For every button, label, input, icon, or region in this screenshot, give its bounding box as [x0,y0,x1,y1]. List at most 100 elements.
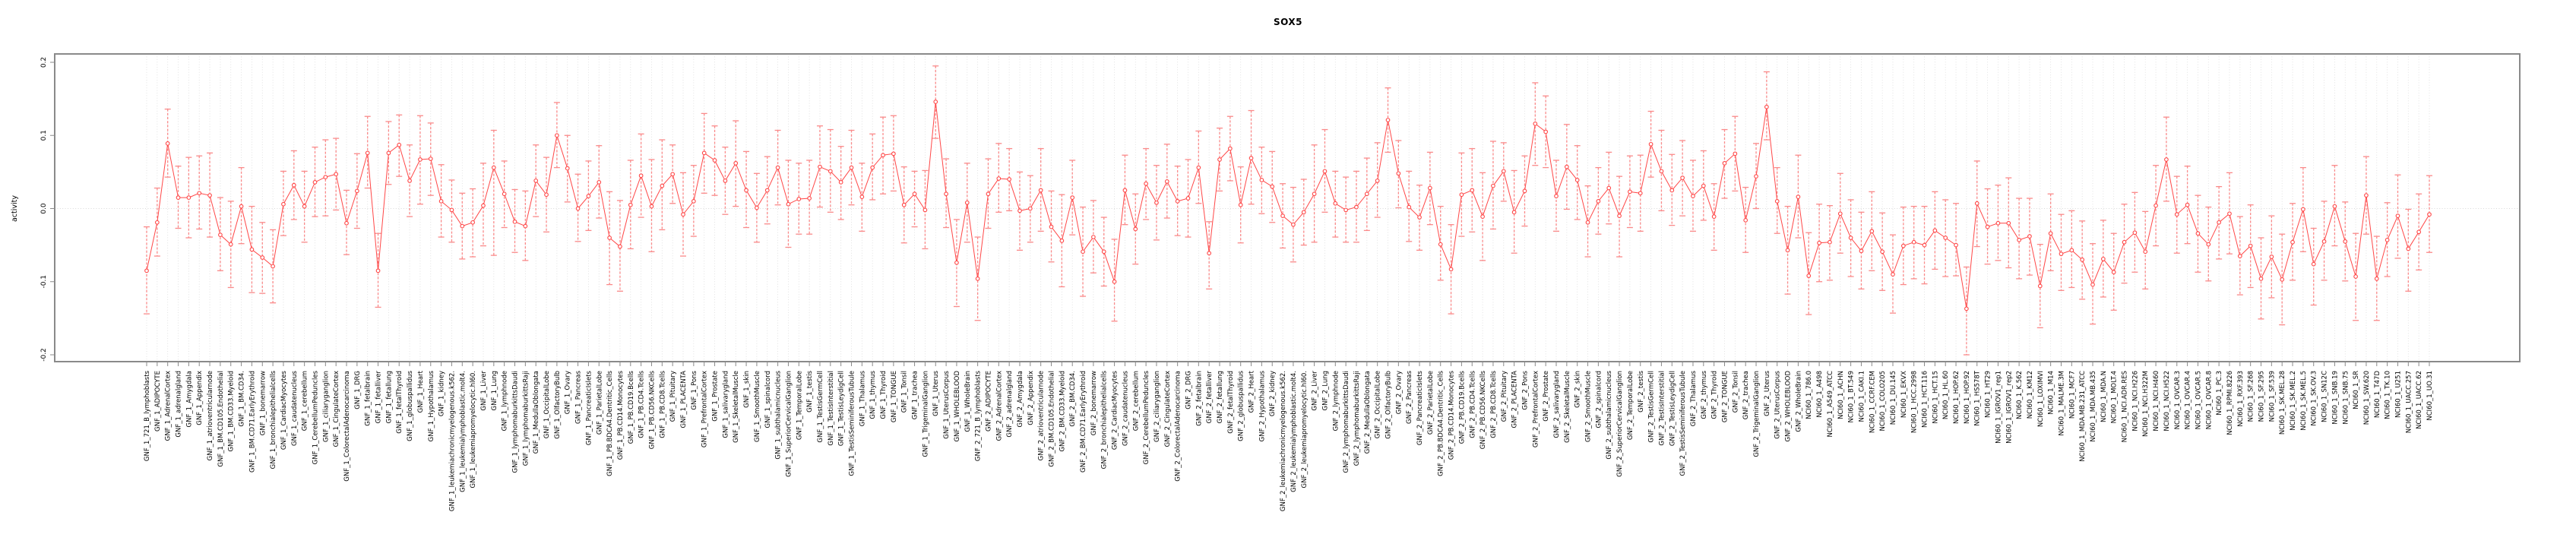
data-point [1995,220,2001,226]
data-point [2111,270,2116,275]
x-tick-label: GNF_1_leukemiapromyelocytic.hl60. [470,371,477,488]
data-point [291,182,296,188]
x-tick-label: NCI60_1_786.0 [1805,371,1813,419]
x-tick-label: GNF_2_globuspallidus [1238,370,1245,441]
data-point [1743,218,1748,223]
data-point [944,191,948,197]
x-tick-label: GNF_1_Pons [691,370,698,409]
x-tick-label: GNF_1_TestisInterstitial [828,371,835,446]
x-tick-label: GNF_2_PLACENTA [1511,371,1519,428]
x-tick-label: GNF_2_atrioventricularnode [1038,371,1046,460]
data-point [470,220,475,225]
data-point [1900,243,1906,248]
data-point [1027,206,1033,211]
x-tick-label: GNF_2_Amygdala [1017,371,1024,427]
x-tick-label: GNF_2_fetalliver [1206,371,1214,424]
x-tick-label: GNF_1_BM.CD33.Myeloid [228,371,236,452]
y-tick-label: -0.2 [40,348,48,362]
data-point [859,194,865,199]
data-point [2206,242,2211,247]
data-point [1354,204,1359,210]
data-point [1448,267,1454,272]
x-tick-label: NCI60_1_NCI.ADR.RES [2122,371,2129,442]
data-point [607,236,612,240]
data-point [775,165,780,170]
x-tick-label: GNF_1_kidney [438,371,446,416]
data-point [523,223,528,229]
data-point [2269,255,2274,259]
data-point [681,212,685,217]
x-tick-label: GNF_1_fetalliver [375,371,383,424]
x-tick-label: GNF_2_PB.CD8.Tcells [1490,370,1498,438]
x-tick-label: GNF_1_cerebellum [302,371,309,431]
x-tick-label: NCI60_1_SR [2353,371,2360,409]
data-point [2037,283,2043,289]
x-tick-label: GNF_1_trachea [912,371,919,419]
x-tick-label: GNF_1_testis [806,370,814,412]
data-point [1922,242,1927,248]
x-tick-label: GNF_2_Hypothalamus [1258,370,1266,441]
data-point [2301,207,2305,212]
data-point [555,133,559,138]
x-tick-label: GNF_2_721_B_lymphoblasts [975,370,983,461]
data-point [2059,251,2064,257]
x-tick-label: NCI60_1_SW.620 [2363,371,2371,425]
data-point [1869,229,1875,234]
x-tick-label: GNF_2_BM.CD71.EarlyErythroid [1080,371,1087,473]
data-point [1364,191,1369,197]
x-tick-label: GNF_1_PB.BDCA4.Dentritic_Cells [606,370,614,476]
x-tick-label: NCI60_1_M14 [2048,371,2055,415]
data-point [660,183,665,188]
x-tick-label: GNF_1_UterusCorpus [943,370,951,438]
data-point [1322,169,1328,174]
x-tick-label: NCI60_1_A549_ATCC [1827,371,1834,438]
x-tick-label: GNF_1_lymphomaburkittsDaudi [512,371,520,473]
data-point [144,268,149,274]
x-tick-label: GNF_1_lymphnode [502,371,509,431]
x-tick-label: NCI60_1_U251 [2394,371,2402,418]
data-point [1259,178,1264,182]
data-point [1459,192,1464,198]
data-point [355,188,359,194]
x-tick-label: GNF_2_testis [1638,370,1645,412]
x-tick-label: GNF_1_Thalamus [859,370,866,426]
x-tick-label: NCI60_1_COLO205 [1879,371,1887,432]
x-tick-label: NCI60_1_UACC.62 [2416,371,2423,429]
data-point [260,255,265,260]
x-tick-label: NCI60_1_HCT.116 [1922,371,1929,428]
data-point [1522,188,1527,194]
data-point [397,142,402,147]
x-tick-label: GNF_2_trachea [1742,371,1750,419]
data-point [1301,210,1306,215]
data-point [154,220,160,225]
x-tick-label: NCI60_1_SF.295 [2258,371,2266,422]
data-point [575,206,581,211]
data-point [1848,236,1853,240]
x-tick-label: GNF_1_bonemarrow [259,371,267,435]
x-tick-label: GNF_2_kidney [1269,371,1277,416]
data-point [1932,228,1938,233]
x-tick-label: GNF_2_PB.CD19.Bcells [1458,370,1466,444]
x-tick-label: NCI60_1_NCI.H226 [2131,371,2139,432]
data-point [2332,204,2337,209]
chart-title: SOX5 [1273,17,1303,27]
data-point [1701,183,1706,188]
x-tick-label: NCI60_1_EKVX [1900,371,1908,418]
x-tick-label: GNF_2_leukemialymphoblastic.molt4. [1290,371,1298,492]
x-tick-label: NCI60_1_RXF.393 [2237,371,2245,427]
data-point [2069,248,2074,253]
x-tick-label: NCI60_1_CAKI.1 [1858,371,1866,422]
data-point [649,204,654,209]
x-tick-label: NCI60_1_LOXIMVI [2037,371,2045,427]
data-point [870,165,875,170]
data-point [1974,201,1979,206]
x-tick-label: NCI60_1_MDA.MB.435 [2090,371,2097,442]
data-point [502,191,507,197]
data-point [2416,229,2422,235]
x-tick-label: GNF_2_fetalThyroid [1227,371,1235,434]
x-tick-label: GNF_1_adrenalgland [176,371,183,438]
data-point [2027,234,2032,239]
data-point [933,100,938,104]
data-point [1733,151,1738,157]
